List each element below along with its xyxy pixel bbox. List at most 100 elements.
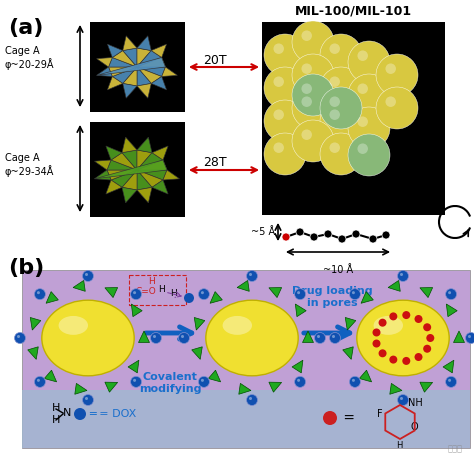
Polygon shape — [123, 67, 137, 86]
Polygon shape — [163, 170, 180, 180]
Circle shape — [324, 230, 332, 238]
Circle shape — [310, 233, 318, 241]
Circle shape — [273, 77, 284, 87]
Polygon shape — [269, 288, 282, 297]
Circle shape — [199, 289, 210, 300]
Circle shape — [376, 54, 418, 96]
Circle shape — [357, 144, 368, 154]
Circle shape — [37, 379, 40, 382]
Circle shape — [282, 233, 290, 241]
Text: H: H — [52, 415, 60, 425]
Circle shape — [379, 349, 387, 357]
Polygon shape — [73, 280, 85, 291]
Circle shape — [465, 332, 474, 343]
Circle shape — [423, 323, 431, 331]
Circle shape — [382, 231, 390, 239]
Text: N: N — [63, 408, 72, 418]
Circle shape — [329, 77, 340, 87]
Circle shape — [249, 273, 252, 276]
Circle shape — [400, 397, 403, 400]
Polygon shape — [269, 382, 282, 392]
Polygon shape — [137, 67, 162, 84]
Polygon shape — [137, 170, 152, 190]
Circle shape — [273, 142, 284, 153]
Polygon shape — [137, 48, 151, 67]
Polygon shape — [454, 331, 465, 342]
Circle shape — [348, 41, 390, 83]
Circle shape — [385, 63, 396, 74]
Polygon shape — [137, 67, 165, 77]
Circle shape — [329, 332, 340, 343]
Text: (b): (b) — [8, 258, 44, 278]
Text: H: H — [170, 289, 177, 298]
Polygon shape — [388, 280, 400, 291]
Circle shape — [329, 142, 340, 153]
Circle shape — [201, 379, 204, 382]
Circle shape — [373, 340, 381, 347]
Polygon shape — [111, 170, 137, 187]
Circle shape — [323, 411, 337, 425]
Circle shape — [448, 379, 451, 382]
Polygon shape — [210, 291, 222, 303]
Circle shape — [85, 273, 88, 276]
Circle shape — [402, 311, 410, 319]
Polygon shape — [137, 67, 151, 86]
Circle shape — [352, 230, 360, 238]
Circle shape — [37, 291, 40, 294]
Text: H: H — [397, 441, 403, 450]
Circle shape — [320, 133, 362, 175]
Polygon shape — [302, 331, 313, 342]
Circle shape — [301, 84, 312, 94]
Polygon shape — [152, 180, 168, 194]
FancyBboxPatch shape — [90, 22, 185, 112]
Polygon shape — [30, 318, 41, 330]
Ellipse shape — [59, 316, 88, 335]
Circle shape — [423, 345, 431, 353]
Circle shape — [199, 376, 210, 387]
Circle shape — [329, 96, 340, 107]
Polygon shape — [112, 67, 137, 84]
Circle shape — [369, 235, 377, 243]
Polygon shape — [343, 347, 353, 359]
Polygon shape — [209, 370, 220, 382]
Polygon shape — [105, 382, 118, 392]
Circle shape — [74, 408, 86, 420]
Polygon shape — [443, 360, 454, 373]
Text: H: H — [148, 277, 155, 286]
Circle shape — [320, 67, 362, 109]
Polygon shape — [194, 318, 205, 330]
Circle shape — [414, 353, 422, 361]
Circle shape — [292, 74, 334, 116]
Circle shape — [301, 96, 312, 107]
Circle shape — [130, 289, 142, 300]
Polygon shape — [108, 77, 123, 90]
Polygon shape — [151, 44, 166, 57]
Circle shape — [301, 129, 312, 140]
Circle shape — [297, 291, 300, 294]
Polygon shape — [94, 170, 111, 180]
Text: Drug loading
in pores: Drug loading in pores — [292, 286, 372, 308]
Circle shape — [357, 117, 368, 127]
Circle shape — [294, 289, 306, 300]
Circle shape — [301, 63, 312, 74]
Polygon shape — [75, 383, 87, 394]
Polygon shape — [111, 153, 137, 170]
Text: MIL-100/MIL-101: MIL-100/MIL-101 — [294, 5, 411, 18]
Polygon shape — [137, 153, 163, 170]
Circle shape — [246, 270, 257, 281]
Text: C=O: C=O — [136, 287, 157, 296]
Text: Cage A
φ~29-34Å: Cage A φ~29-34Å — [5, 153, 55, 177]
Text: H: H — [52, 403, 60, 413]
Circle shape — [402, 357, 410, 365]
Circle shape — [329, 44, 340, 54]
Polygon shape — [239, 383, 251, 394]
Circle shape — [133, 291, 136, 294]
Polygon shape — [108, 44, 123, 57]
Circle shape — [296, 228, 304, 236]
Polygon shape — [137, 170, 167, 180]
Polygon shape — [295, 304, 306, 317]
Circle shape — [249, 397, 252, 400]
Polygon shape — [131, 304, 142, 317]
Circle shape — [130, 376, 142, 387]
Polygon shape — [237, 280, 249, 291]
